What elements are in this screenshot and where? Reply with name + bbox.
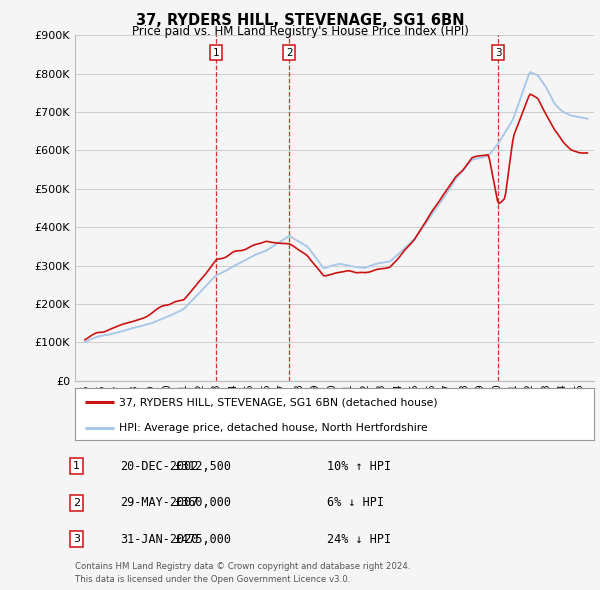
Text: 24% ↓ HPI: 24% ↓ HPI [327,533,391,546]
Text: 29-MAY-2007: 29-MAY-2007 [120,496,199,509]
Text: 20-DEC-2002: 20-DEC-2002 [120,460,199,473]
Text: 1: 1 [213,48,220,58]
Text: HPI: Average price, detached house, North Hertfordshire: HPI: Average price, detached house, Nort… [119,423,428,433]
Text: This data is licensed under the Open Government Licence v3.0.: This data is licensed under the Open Gov… [75,575,350,584]
Text: £312,500: £312,500 [174,460,231,473]
Text: 31-JAN-2020: 31-JAN-2020 [120,533,199,546]
Text: 10% ↑ HPI: 10% ↑ HPI [327,460,391,473]
Text: 1: 1 [73,461,80,471]
Text: Price paid vs. HM Land Registry's House Price Index (HPI): Price paid vs. HM Land Registry's House … [131,25,469,38]
Text: 2: 2 [286,48,293,58]
Text: £475,000: £475,000 [174,533,231,546]
Text: 3: 3 [73,535,80,544]
Text: £360,000: £360,000 [174,496,231,509]
Text: 37, RYDERS HILL, STEVENAGE, SG1 6BN (detached house): 37, RYDERS HILL, STEVENAGE, SG1 6BN (det… [119,397,438,407]
Text: 2: 2 [73,498,80,507]
Text: 6% ↓ HPI: 6% ↓ HPI [327,496,384,509]
Text: Contains HM Land Registry data © Crown copyright and database right 2024.: Contains HM Land Registry data © Crown c… [75,562,410,571]
Text: 3: 3 [495,48,502,58]
Text: 37, RYDERS HILL, STEVENAGE, SG1 6BN: 37, RYDERS HILL, STEVENAGE, SG1 6BN [136,13,464,28]
